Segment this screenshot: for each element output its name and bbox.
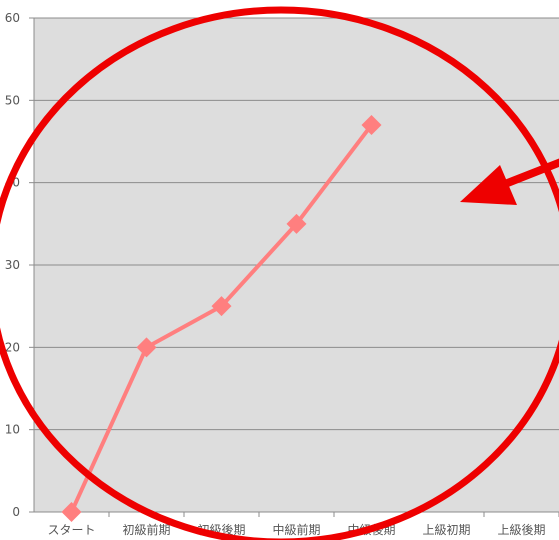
y-tick-label-50: 50 bbox=[5, 93, 20, 107]
series-layer bbox=[61, 115, 382, 522]
x-tick-label: 中級前期 bbox=[272, 522, 320, 537]
data-point-marker bbox=[61, 502, 82, 522]
annotation-layer bbox=[0, 6, 559, 540]
data-point-marker bbox=[211, 296, 232, 317]
y-tick-label-20: 20 bbox=[5, 340, 20, 354]
x-tick-label: 初級前期 bbox=[122, 522, 170, 537]
annotation-arrow-head bbox=[460, 165, 517, 205]
annotation-circle bbox=[0, 6, 559, 540]
x-tick-label: 上級初期 bbox=[422, 523, 470, 537]
x-tick-label: スタート bbox=[47, 523, 95, 537]
data-point-marker bbox=[361, 115, 382, 136]
y-tick-label-60: 60 bbox=[5, 11, 20, 25]
grid-lines bbox=[29, 17, 559, 517]
x-axis-ticks: スタート 初級前期 初級後期 中級前期 中級後期 上級初期 上級後期 bbox=[47, 522, 545, 537]
x-tick-label: 上級後期 bbox=[497, 523, 545, 537]
annotation-arrow-shaft bbox=[501, 158, 559, 188]
data-point-marker bbox=[136, 337, 157, 358]
y-tick-label-10: 10 bbox=[5, 423, 20, 437]
data-point-marker bbox=[286, 213, 307, 234]
y-tick-label-0: 0 bbox=[12, 505, 20, 519]
y-tick-label-30: 30 bbox=[5, 258, 20, 272]
